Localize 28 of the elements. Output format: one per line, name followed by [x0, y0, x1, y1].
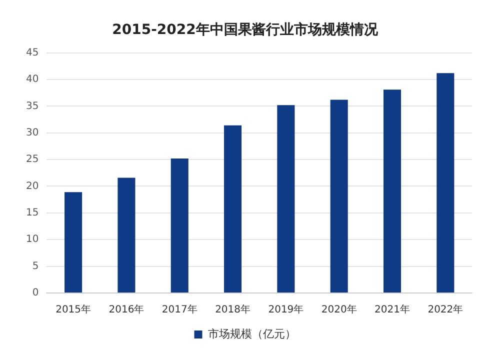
y-tick-label: 20: [26, 180, 39, 192]
y-tick-label: 30: [26, 127, 39, 138]
bar: [330, 100, 348, 292]
x-tick-label: 2022年: [428, 304, 464, 316]
bar: [64, 192, 82, 292]
y-tick-label: 5: [32, 260, 39, 272]
bar: [224, 125, 242, 292]
legend-label: 市场规模（亿元）: [208, 327, 296, 340]
y-tick-label: 40: [26, 74, 39, 86]
bar: [436, 73, 454, 292]
x-tick-label: 2018年: [215, 304, 251, 316]
bar: [118, 178, 136, 292]
bar: [277, 105, 295, 292]
x-tick-label: 2015年: [56, 304, 92, 316]
y-tick-label: 45: [26, 47, 39, 58]
y-tick-label: 10: [26, 234, 39, 246]
x-tick-label: 2021年: [374, 304, 410, 316]
y-tick-label: 0: [32, 288, 39, 299]
chart-title: 2015-2022年中国果酱行业市场规模情况: [112, 21, 379, 38]
y-tick-label: 25: [26, 154, 39, 166]
bar: [383, 90, 402, 292]
y-tick-label: 15: [26, 208, 39, 219]
bar: [170, 158, 188, 292]
y-tick-label: 35: [26, 100, 39, 112]
x-tick-label: 2017年: [162, 304, 198, 316]
x-tick-label: 2016年: [108, 304, 144, 316]
x-tick-label: 2020年: [321, 304, 357, 316]
x-tick-label: 2019年: [268, 304, 304, 316]
